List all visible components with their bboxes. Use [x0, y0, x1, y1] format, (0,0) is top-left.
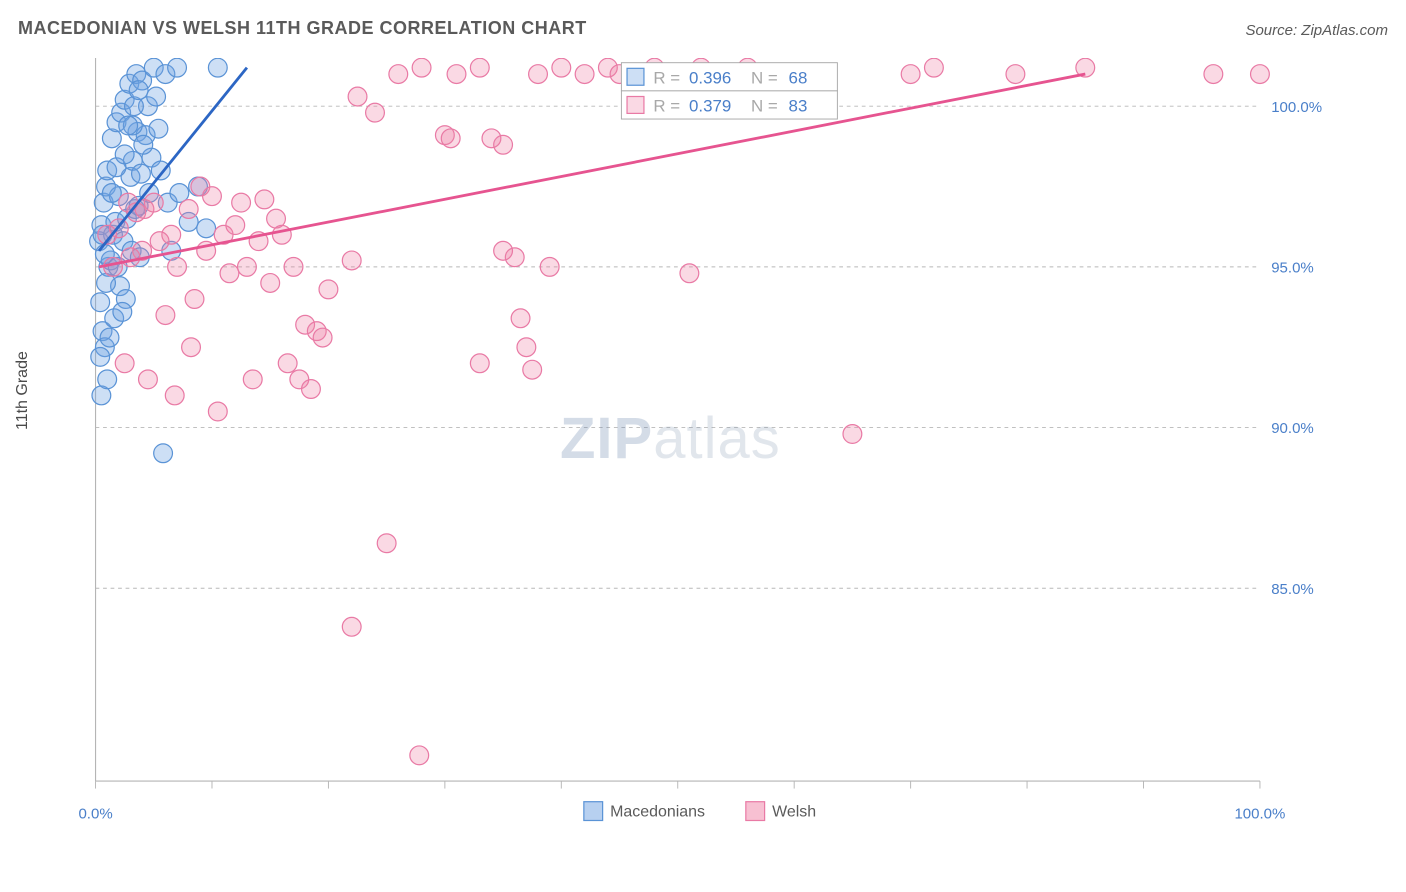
- scatter-point: [1006, 65, 1025, 84]
- legend-label: Welsh: [772, 804, 816, 821]
- scatter-point: [185, 290, 204, 309]
- scatter-point: [284, 257, 303, 276]
- scatter-point: [313, 328, 332, 347]
- svg-text:90.0%: 90.0%: [1271, 420, 1314, 437]
- scatter-point: [470, 58, 489, 77]
- trend-line: [99, 74, 1085, 267]
- svg-text:0.396: 0.396: [689, 68, 731, 87]
- scatter-point: [517, 338, 536, 357]
- scatter-point: [243, 370, 262, 389]
- scatter-point: [410, 746, 429, 765]
- scatter-point: [238, 257, 257, 276]
- scatter-point: [494, 241, 513, 260]
- scatter-point: [129, 81, 148, 100]
- scatter-point: [182, 338, 201, 357]
- scatter-point: [139, 370, 158, 389]
- scatter-point: [104, 257, 123, 276]
- scatter-point: [179, 200, 198, 219]
- svg-text:R =: R =: [653, 68, 680, 87]
- scatter-point: [523, 360, 542, 379]
- scatter-point: [261, 274, 280, 293]
- scatter-point: [901, 65, 920, 84]
- scatter-point: [441, 129, 460, 148]
- scatter-point: [348, 87, 367, 106]
- scatter-point: [115, 354, 134, 373]
- scatter-point: [342, 251, 361, 270]
- scatter-point: [220, 264, 239, 283]
- legend-swatch: [584, 802, 603, 821]
- scatter-point: [1251, 65, 1270, 84]
- scatter-point: [208, 58, 227, 77]
- y-axis-label: 11th Grade: [14, 351, 32, 430]
- scatter-point: [226, 216, 245, 235]
- scatter-point: [319, 280, 338, 299]
- svg-text:100.0%: 100.0%: [1234, 806, 1285, 823]
- scatter-point: [151, 161, 170, 180]
- scatter-point: [925, 58, 944, 77]
- scatter-point: [272, 225, 291, 244]
- svg-text:R =: R =: [653, 97, 680, 116]
- scatter-point: [366, 103, 385, 122]
- scatter-point: [470, 354, 489, 373]
- scatter-point: [150, 232, 169, 251]
- scatter-point: [132, 164, 151, 183]
- plot-svg: 85.0% 90.0% 95.0% 100.0% 0.0% 100.0% R = 0.396 N…: [55, 58, 1385, 828]
- scatter-point: [540, 257, 559, 276]
- scatter-point: [494, 135, 513, 154]
- svg-text:0.0%: 0.0%: [78, 806, 112, 823]
- scatter-point: [575, 65, 594, 84]
- svg-text:N =: N =: [751, 97, 778, 116]
- scatter-point: [278, 354, 297, 373]
- scatter-point: [843, 425, 862, 444]
- scatter-point: [302, 380, 321, 399]
- scatter-point: [134, 135, 153, 154]
- scatter-point: [168, 58, 187, 77]
- legend-label: Macedonians: [610, 804, 705, 821]
- scatter-point: [197, 219, 216, 238]
- scatter-point: [680, 264, 699, 283]
- scatter-point: [156, 306, 175, 325]
- svg-text:95.0%: 95.0%: [1271, 260, 1314, 277]
- source-label: Source: ZipAtlas.com: [1245, 22, 1388, 39]
- legend-swatch: [746, 802, 765, 821]
- scatter-point: [342, 617, 361, 636]
- scatter-point: [529, 65, 548, 84]
- scatter-point: [115, 145, 134, 164]
- scatter-point: [168, 257, 187, 276]
- svg-text:83: 83: [789, 97, 808, 116]
- scatter-point: [121, 248, 140, 267]
- scatter-point: [377, 534, 396, 553]
- svg-text:68: 68: [789, 68, 808, 87]
- scatter-point: [98, 370, 117, 389]
- svg-text:85.0%: 85.0%: [1271, 581, 1314, 598]
- scatter-point: [119, 116, 138, 135]
- chart-title: MACEDONIAN VS WELSH 11TH GRADE CORRELATI…: [18, 18, 587, 39]
- scatter-point: [91, 347, 110, 366]
- scatter-point: [412, 58, 431, 77]
- scatter-point: [208, 402, 227, 421]
- scatter-point: [113, 302, 132, 321]
- scatter-point: [154, 444, 173, 463]
- scatter-point: [100, 328, 119, 347]
- scatter-point: [1204, 65, 1223, 84]
- scatter-point: [389, 65, 408, 84]
- svg-text:N =: N =: [751, 68, 778, 87]
- scatter-point: [232, 193, 251, 212]
- svg-text:0.379: 0.379: [689, 97, 731, 116]
- scatter-point: [102, 184, 121, 203]
- scatter-point: [147, 87, 166, 106]
- scatter-point: [149, 119, 168, 138]
- scatter-point: [552, 58, 571, 77]
- scatter-point: [255, 190, 274, 209]
- scatter-point: [511, 309, 530, 328]
- svg-text:100.0%: 100.0%: [1271, 99, 1322, 116]
- scatter-plot: 85.0% 90.0% 95.0% 100.0% 0.0% 100.0% R = 0.396 N…: [55, 58, 1385, 828]
- scatter-point: [447, 65, 466, 84]
- scatter-point: [203, 187, 222, 206]
- scatter-point: [91, 293, 110, 312]
- scatter-point: [165, 386, 184, 405]
